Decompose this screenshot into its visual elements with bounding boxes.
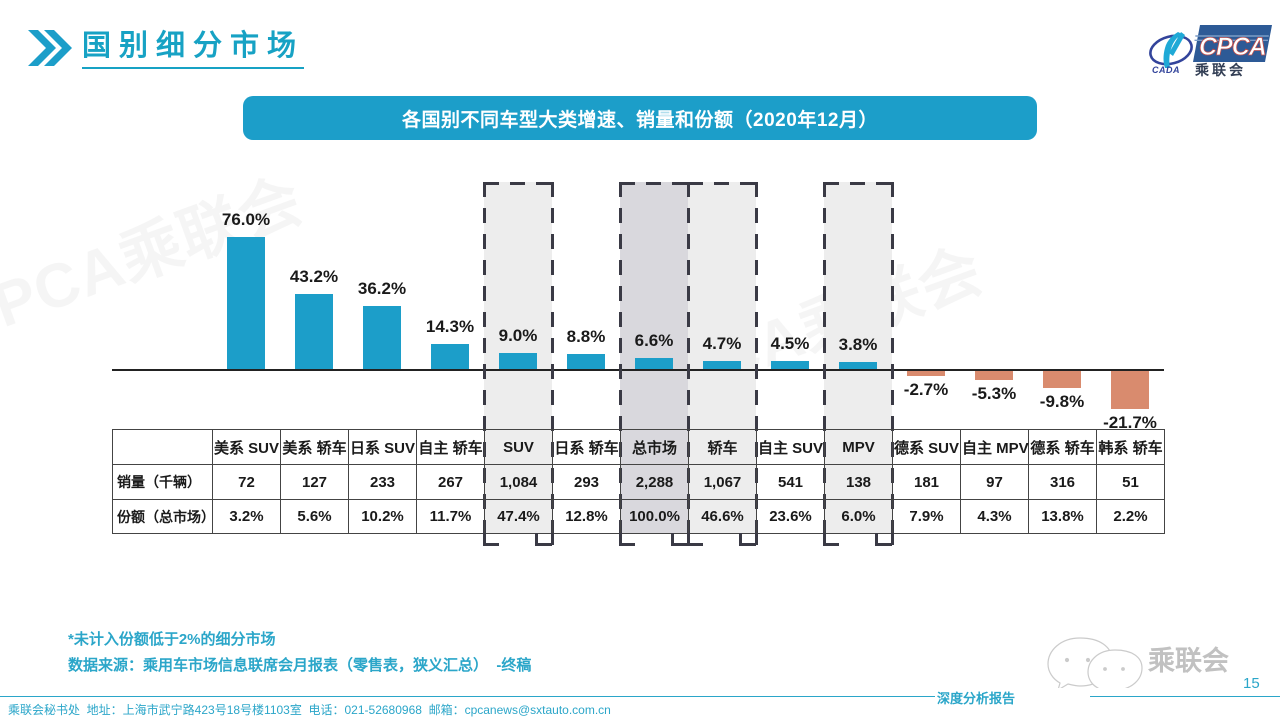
svg-text:CPCA: CPCA <box>1199 33 1266 61</box>
svg-text:乘联会: 乘联会 <box>1194 62 1246 78</box>
svg-text:乘联会: 乘联会 <box>1147 646 1229 676</box>
svg-text:CADA: CADA <box>1152 65 1180 75</box>
